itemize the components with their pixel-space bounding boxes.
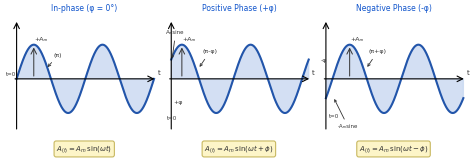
Text: t: t (157, 70, 160, 76)
Text: t=0: t=0 (328, 114, 339, 119)
Text: -Aₘsine: -Aₘsine (335, 100, 358, 129)
Text: t=0: t=0 (167, 116, 177, 121)
Text: t: t (467, 70, 470, 76)
Text: Aₘsine: Aₘsine (166, 30, 185, 58)
Text: $A_{(t)}=A_m\,\sin(\omega t)$: $A_{(t)}=A_m\,\sin(\omega t)$ (56, 143, 112, 155)
Title: Negative Phase (-φ): Negative Phase (-φ) (356, 4, 431, 13)
Text: $A_{(t)}=A_m\,\sin(\omega t+\phi)$: $A_{(t)}=A_m\,\sin(\omega t+\phi)$ (204, 143, 273, 155)
Title: In-phase (φ = 0°): In-phase (φ = 0°) (51, 4, 118, 13)
Text: (π+φ): (π+φ) (368, 49, 386, 66)
Text: (π): (π) (48, 53, 62, 66)
Text: t: t (312, 70, 315, 76)
Text: (π-φ): (π-φ) (200, 49, 218, 66)
Text: -φ: -φ (320, 58, 327, 63)
Text: +Aₘ: +Aₘ (350, 37, 364, 42)
Text: +Aₘ: +Aₘ (182, 37, 196, 42)
Text: $A_{(t)}=A_m\,\sin(\omega t-\phi)$: $A_{(t)}=A_m\,\sin(\omega t-\phi)$ (359, 143, 428, 155)
Text: t=0: t=0 (6, 72, 16, 77)
Text: +Aₘ: +Aₘ (34, 37, 48, 42)
Text: +φ: +φ (173, 100, 182, 105)
Title: Positive Phase (+φ): Positive Phase (+φ) (201, 4, 276, 13)
